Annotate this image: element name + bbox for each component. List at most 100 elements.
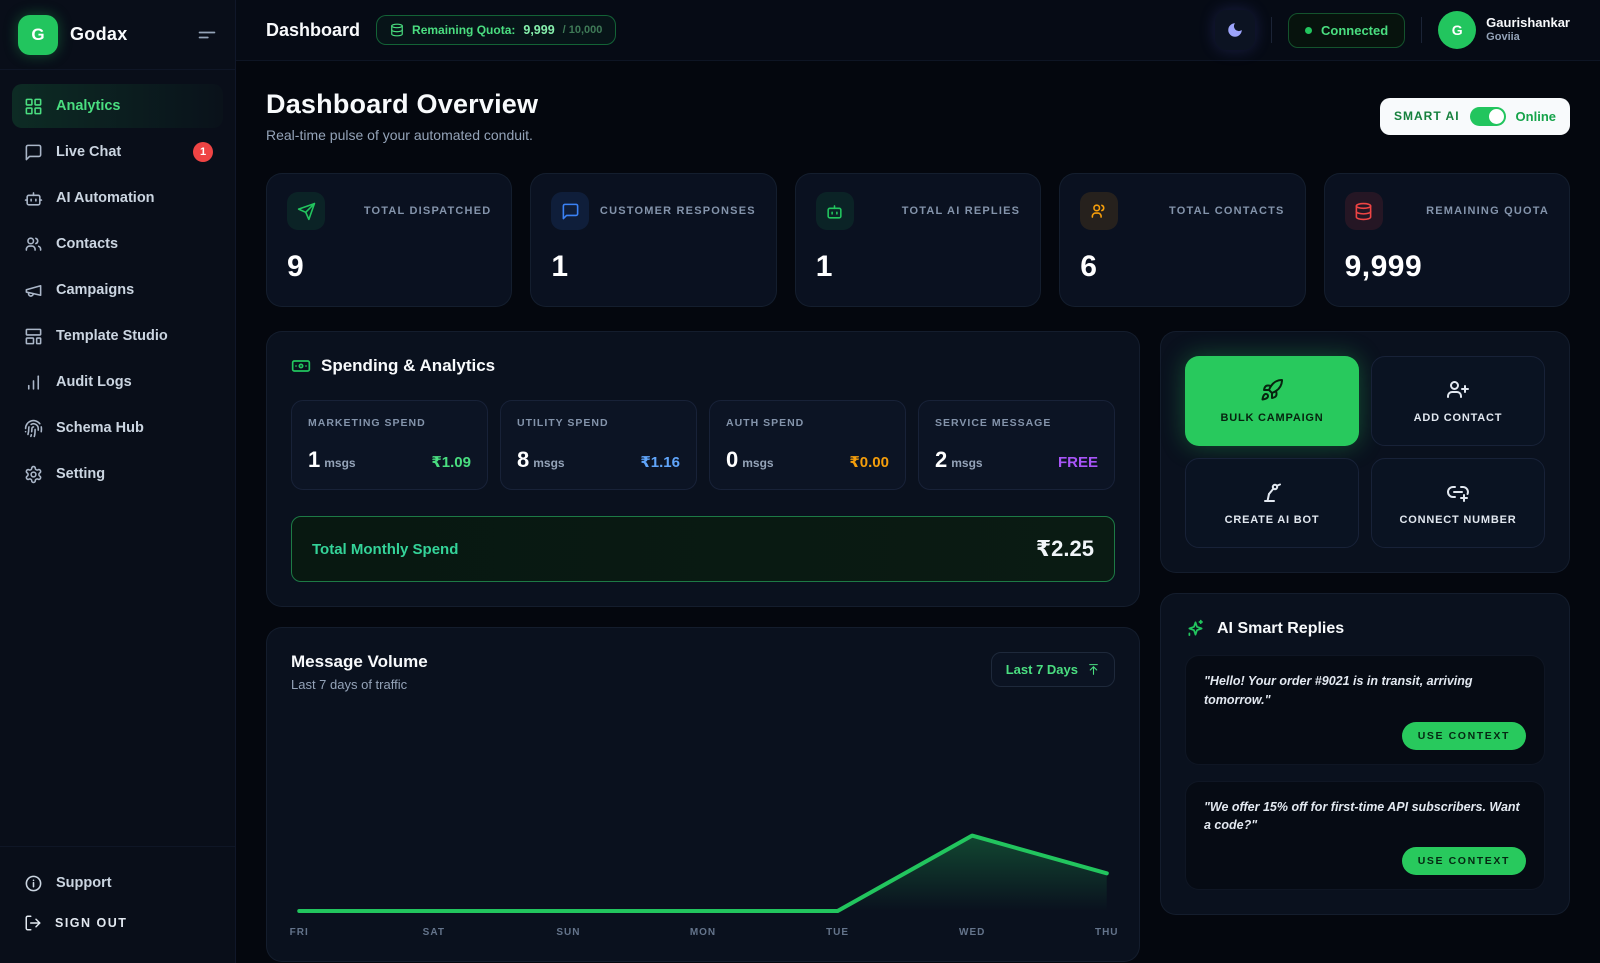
range-label: Last 7 Days — [1005, 662, 1078, 677]
stat-top: TOTAL DISPATCHED — [287, 192, 491, 230]
spend-count: 2 — [935, 447, 948, 472]
smart-ai-label: SMART AI — [1393, 109, 1460, 123]
reply-quote: "We offer 15% off for first-time API sub… — [1204, 799, 1520, 833]
sidebar-item-analytics[interactable]: Analytics — [12, 84, 223, 128]
spend-count: 0 — [726, 447, 739, 472]
brand-initial: G — [31, 24, 45, 44]
chart-line — [297, 833, 1109, 913]
sidebar-item-label: Setting — [56, 466, 106, 482]
info-icon — [24, 874, 43, 893]
right-column: BULK CAMPAIGN ADD CONTACT CREATE AI BOT … — [1160, 331, 1570, 915]
chart-area: FRI SAT SUN MON TUE WED THU — [289, 706, 1118, 945]
replies-title: AI Smart Replies — [1217, 619, 1345, 637]
robot-arm-icon — [1260, 480, 1284, 504]
spend-row: 0 msgs ₹0.00 — [726, 447, 889, 473]
ai-smart-replies-panel: AI Smart Replies "Hello! Your order #902… — [1160, 593, 1570, 915]
bot-icon — [815, 192, 854, 230]
spending-panel: Spending & Analytics MARKETING SPEND 1 ms… — [266, 331, 1140, 607]
dark-mode-toggle[interactable] — [1215, 10, 1255, 50]
sidebar-item-contacts[interactable]: Contacts — [12, 222, 223, 266]
user-menu[interactable]: G Gaurishankar Goviia — [1438, 11, 1570, 49]
database-icon — [1344, 192, 1383, 230]
reply-actions: USE CONTEXT — [1204, 721, 1526, 750]
reply-quote: "Hello! Your order #9021 is in transit, … — [1204, 674, 1473, 707]
stat-label: REMAINING QUOTA — [1426, 205, 1549, 217]
volume-header-text: Message Volume Last 7 days of traffic — [291, 652, 428, 692]
analytics-grid-icon — [24, 97, 43, 116]
total-spend-value: ₹2.25 — [1035, 536, 1094, 561]
stat-top: CUSTOMER RESPONSES — [551, 192, 755, 230]
volume-header: Message Volume Last 7 days of traffic La… — [291, 652, 1115, 692]
sidebar-item-support[interactable]: Support — [12, 863, 223, 903]
sidebar-item-template-studio[interactable]: Template Studio — [12, 314, 223, 358]
volume-subtitle: Last 7 days of traffic — [291, 677, 408, 692]
sidebar-item-label: Live Chat — [56, 144, 122, 160]
sidebar-item-setting[interactable]: Setting — [12, 452, 223, 496]
connect-number-button[interactable]: CONNECT NUMBER — [1371, 458, 1545, 548]
volume-chart — [297, 833, 1109, 913]
spend-row: 1 msgs ₹1.09 — [308, 447, 471, 473]
actions-grid: BULK CAMPAIGN ADD CONTACT CREATE AI BOT … — [1185, 356, 1545, 548]
total-monthly-spend: Total Monthly Spend ₹2.25 — [291, 516, 1115, 582]
spend-label: MARKETING SPEND — [308, 417, 426, 429]
sidebar-item-live-chat[interactable]: Live Chat 1 — [12, 130, 223, 174]
layout-icon — [24, 327, 43, 346]
page-title: Dashboard Overview — [266, 89, 539, 119]
create-ai-bot-button[interactable]: CREATE AI BOT — [1185, 458, 1359, 548]
chart-x-label: TUE — [826, 927, 850, 938]
sign-out-button[interactable]: SIGN OUT — [12, 903, 223, 943]
smart-ai-toggle[interactable]: SMART AI Online — [1379, 97, 1570, 135]
use-context-button[interactable]: USE CONTEXT — [1401, 847, 1526, 875]
spend-count: 8 — [517, 447, 530, 472]
user-subname: Goviia — [1486, 31, 1520, 44]
quota-total: / 10,000 — [562, 24, 603, 36]
chart-x-label: MON — [689, 927, 717, 938]
stat-value: 1 — [815, 250, 833, 283]
page-header: Dashboard Overview Real-time pulse of yo… — [266, 89, 1570, 143]
stat-label: TOTAL CONTACTS — [1169, 205, 1285, 217]
spending-grid: MARKETING SPEND 1 msgs ₹1.09 UTILITY SPEN… — [291, 400, 1115, 490]
bar-chart-icon — [24, 373, 43, 392]
sidebar-item-audit-logs[interactable]: Audit Logs — [12, 360, 223, 404]
add-contact-button[interactable]: ADD CONTACT — [1371, 356, 1545, 446]
sidebar-item-campaigns[interactable]: Campaigns — [12, 268, 223, 312]
spend-amount: ₹1.16 — [640, 454, 680, 471]
link-plus-icon — [1446, 480, 1470, 504]
avatar-initial: G — [1451, 22, 1463, 38]
sidebar-item-label: Contacts — [56, 236, 119, 252]
robot-icon — [24, 189, 43, 208]
topbar: Dashboard Remaining Quota: 9,999 / 10,00… — [236, 0, 1600, 61]
sidebar-item-label: Schema Hub — [56, 420, 144, 436]
message-volume-panel: Message Volume Last 7 days of traffic La… — [266, 627, 1140, 962]
left-column: Spending & Analytics MARKETING SPEND 1 ms… — [266, 331, 1140, 962]
chart-fill — [299, 835, 1107, 911]
toggle-knob — [1488, 108, 1504, 124]
sidebar-item-schema-hub[interactable]: Schema Hub — [12, 406, 223, 450]
sign-out-label: SIGN OUT — [55, 916, 128, 930]
spend-unit: msgs — [324, 456, 356, 470]
content-grid: Spending & Analytics MARKETING SPEND 1 ms… — [266, 331, 1570, 962]
stat-card-total-ai-replies: TOTAL AI REPLIES 1 — [794, 173, 1042, 307]
chart-x-label: THU — [1094, 927, 1119, 938]
spend-card-auth: AUTH SPEND 0 msgs ₹0.00 — [709, 400, 906, 490]
spend-card-utility: UTILITY SPEND 8 msgs ₹1.16 — [500, 400, 697, 490]
sidebar-item-label: Campaigns — [56, 282, 135, 298]
sidebar: G Godax Analytics Live Chat 1 AI Automat… — [0, 0, 236, 963]
sidebar-item-ai-automation[interactable]: AI Automation — [12, 176, 223, 220]
action-label: BULK CAMPAIGN — [1220, 412, 1324, 424]
user-plus-icon — [1446, 378, 1470, 402]
use-context-button[interactable]: USE CONTEXT — [1401, 721, 1526, 750]
spending-header: Spending & Analytics — [291, 356, 1115, 376]
collapse-sidebar-icon[interactable] — [197, 25, 217, 45]
brand-logo: G — [18, 14, 58, 55]
main-content: Dashboard Overview Real-time pulse of yo… — [236, 61, 1600, 963]
page-header-text: Dashboard Overview Real-time pulse of yo… — [266, 89, 538, 143]
chart-x-label: FRI — [289, 927, 309, 938]
bulk-campaign-button[interactable]: BULK CAMPAIGN — [1185, 356, 1359, 446]
range-selector-button[interactable]: Last 7 Days — [990, 652, 1115, 687]
brand-name: Godax — [70, 24, 128, 44]
toggle-switch[interactable] — [1469, 106, 1506, 126]
action-label: CONNECT NUMBER — [1399, 514, 1517, 526]
live-chat-badge: 1 — [193, 142, 213, 162]
sign-out-icon — [24, 914, 42, 932]
